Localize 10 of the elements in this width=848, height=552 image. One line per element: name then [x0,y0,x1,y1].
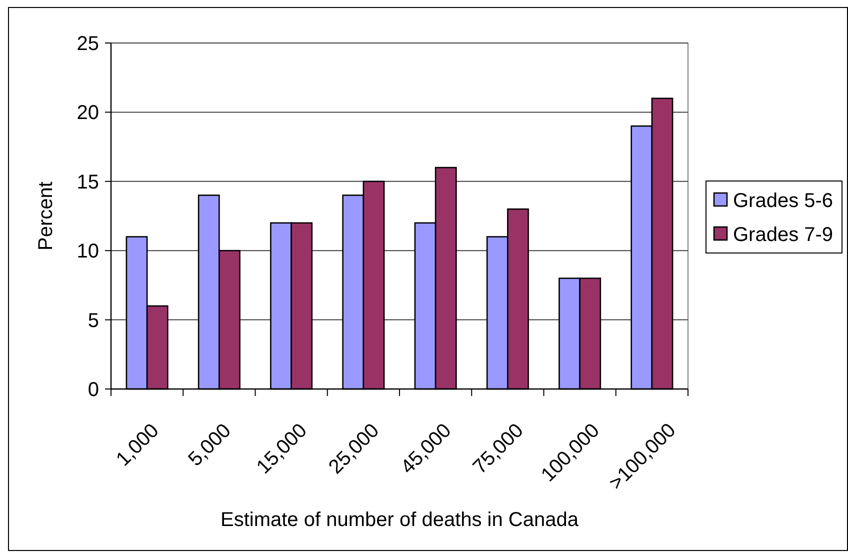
y-tick-label: 0 [88,379,99,401]
y-axis-title: Percent [35,181,57,250]
x-axis-title: Estimate of number of deaths in Canada [220,509,580,531]
y-tick-label: 15 [76,171,99,194]
legend-label: Grades 5-6 [733,190,834,212]
legend-label: Grades 7-9 [733,224,834,246]
y-tick-label: 5 [88,310,99,332]
y-tick-label: 10 [76,240,99,263]
y-tick-label: 20 [76,102,99,124]
y-tick-label: 25 [76,33,99,55]
